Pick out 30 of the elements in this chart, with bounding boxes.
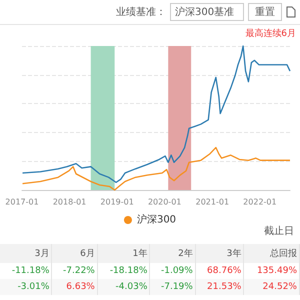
text: -7.22% <box>52 263 98 279</box>
text: -18.18% <box>97 263 150 279</box>
text: 重置 <box>248 3 282 21</box>
x-tick-label: 2021-01 <box>196 198 230 206</box>
x-tick-label: 2018-01 <box>52 198 86 206</box>
text: -1.09% <box>150 263 196 279</box>
text: -11.18% <box>0 263 52 279</box>
x-tick-label: 2019-01 <box>100 198 134 206</box>
text: -4.03% <box>97 279 150 295</box>
text: 6.63% <box>52 279 98 295</box>
text: 68.76% <box>195 263 244 279</box>
legend-label: 沪深300 <box>136 214 176 226</box>
text: 最高连续6月 <box>244 28 297 40</box>
text: 3年 <box>195 244 244 263</box>
text: 24.52% <box>244 279 300 295</box>
x-tick-label: 2022-01 <box>243 198 277 206</box>
text: 21.53% <box>195 279 244 295</box>
text: -3.01% <box>0 279 52 295</box>
text: 沪深300基准 <box>170 3 244 21</box>
text: 6月 <box>52 244 98 263</box>
text: 1年 <box>97 244 150 263</box>
text: 2年 <box>150 244 196 263</box>
text: 3月 <box>0 244 52 263</box>
text: 总回报 <box>244 244 300 263</box>
text: -7.19% <box>150 279 196 295</box>
x-tick-label: 2020-01 <box>148 198 182 206</box>
text: 业绩基准： <box>116 6 166 19</box>
text: 135.49% <box>244 263 300 279</box>
x-tick-label: 2017-01 <box>5 198 39 206</box>
text: 截止日 <box>263 224 295 238</box>
